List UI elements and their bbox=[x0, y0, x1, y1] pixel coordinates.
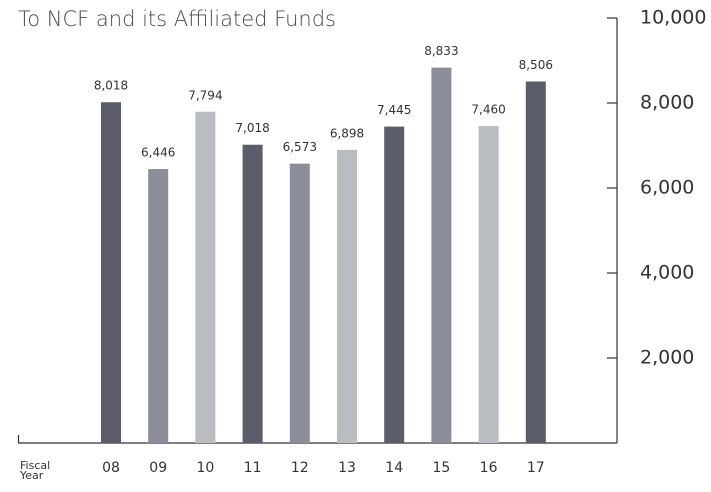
x-tick-label: 15 bbox=[432, 460, 450, 476]
x-tick-label: 14 bbox=[385, 460, 403, 476]
value-label: 6,573 bbox=[283, 140, 317, 154]
chart-title: To NCF and its Affiliated Funds bbox=[18, 7, 336, 31]
bar bbox=[289, 163, 310, 443]
bar bbox=[337, 149, 357, 443]
bar bbox=[242, 144, 263, 444]
y-tick-label: 10,000 bbox=[640, 7, 706, 29]
value-label: 7,018 bbox=[235, 121, 269, 135]
value-label: 8,506 bbox=[519, 58, 553, 72]
x-tick-label: 16 bbox=[480, 460, 498, 476]
x-tick-label: 12 bbox=[291, 460, 309, 476]
value-label: 6,446 bbox=[141, 146, 175, 160]
x-tick-label: 09 bbox=[149, 460, 167, 476]
value-label: 8,018 bbox=[94, 79, 128, 93]
value-label: 8,833 bbox=[424, 44, 458, 58]
bar bbox=[525, 81, 546, 444]
value-label: 6,898 bbox=[330, 126, 364, 140]
bar bbox=[148, 169, 169, 444]
y-tick-label: 4,000 bbox=[640, 262, 694, 284]
bar bbox=[384, 126, 405, 444]
value-label: 7,460 bbox=[471, 102, 505, 116]
x-tick-label: 17 bbox=[527, 460, 545, 476]
value-label: 7,794 bbox=[188, 88, 222, 102]
x-tick-label: 13 bbox=[338, 460, 356, 476]
bar bbox=[478, 125, 499, 443]
y-tick-label: 6,000 bbox=[640, 177, 694, 199]
y-tick-label: 8,000 bbox=[640, 92, 694, 114]
x-tick-label: 10 bbox=[196, 460, 214, 476]
y-tick-label: 2,000 bbox=[640, 347, 694, 369]
bar bbox=[101, 102, 121, 444]
x-tick-label: 08 bbox=[102, 460, 120, 476]
bar bbox=[431, 67, 452, 443]
bar bbox=[195, 111, 216, 443]
value-label: 7,445 bbox=[377, 103, 411, 117]
x-axis-label: Fiscal Year bbox=[20, 459, 51, 482]
x-tick-label: 11 bbox=[244, 460, 262, 476]
